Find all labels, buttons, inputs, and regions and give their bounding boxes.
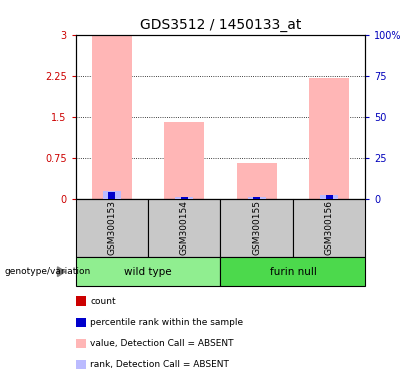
Text: count: count	[90, 297, 116, 306]
Bar	[76, 199, 148, 257]
Bar	[253, 197, 260, 199]
Bar	[181, 197, 188, 199]
Bar	[148, 199, 221, 257]
Text: wild type: wild type	[124, 266, 172, 277]
Bar	[237, 163, 277, 199]
Title: GDS3512 / 1450133_at: GDS3512 / 1450133_at	[140, 18, 301, 32]
Bar	[248, 197, 266, 199]
Text: rank, Detection Call = ABSENT: rank, Detection Call = ABSENT	[90, 360, 229, 369]
Bar	[326, 195, 333, 199]
Bar	[92, 35, 132, 199]
Text: value, Detection Call = ABSENT: value, Detection Call = ABSENT	[90, 339, 234, 348]
Text: GSM300154: GSM300154	[180, 200, 189, 255]
Bar	[220, 257, 365, 286]
Bar	[320, 195, 338, 199]
Text: GSM300155: GSM300155	[252, 200, 261, 255]
Text: genotype/variation: genotype/variation	[4, 267, 90, 276]
Bar	[76, 257, 220, 286]
Bar	[103, 191, 121, 199]
Bar	[108, 192, 116, 199]
Bar	[293, 199, 365, 257]
Bar	[220, 199, 293, 257]
Bar	[164, 122, 204, 199]
Text: GSM300156: GSM300156	[325, 200, 333, 255]
Text: percentile rank within the sample: percentile rank within the sample	[90, 318, 244, 327]
Text: furin null: furin null	[270, 266, 316, 277]
Text: GSM300153: GSM300153	[108, 200, 116, 255]
Bar	[309, 78, 349, 199]
Bar	[175, 197, 193, 199]
Bar	[108, 192, 116, 199]
